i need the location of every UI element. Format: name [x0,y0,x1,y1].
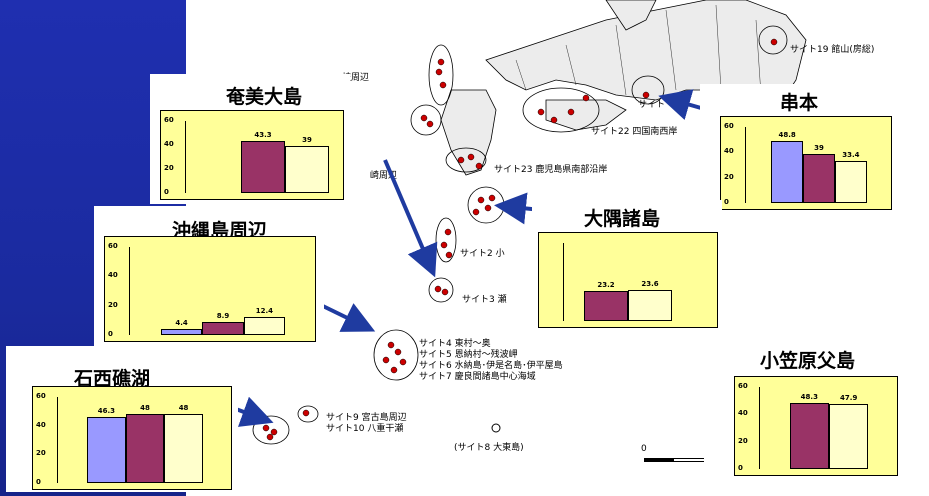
bar [771,141,804,203]
y-axis-line [759,387,760,469]
y-axis-line [745,127,746,203]
ogasawara-title: 小笠原父島 [760,350,856,372]
bar-value-label: 48.8 [778,131,796,140]
y-tick-label: 60 [36,392,46,400]
scale-zero-label: 0 [641,444,647,454]
bar [584,290,628,321]
site6-label: サイト6 水納島･伊是名島･伊平屋島 [419,361,563,371]
y-tick-label: 0 [738,464,743,472]
iki-label: 岐周辺 [342,73,370,83]
y-axis-line [185,121,186,193]
bar-value-label: 8.9 [216,311,230,320]
y-tick-label: 60 [738,382,748,390]
bar-value-label: 47.9 [840,393,858,402]
bar-value-label: 43.3 [254,131,272,140]
bar-value-label: 4.4 [175,318,188,327]
y-tick-label: 20 [738,436,748,445]
kushimoto-panel: 串本 60 40 20 0 48.8 39 33.4 [700,84,896,214]
kushimoto-chart: 60 40 20 0 48.8 39 33.4 [720,116,892,210]
amami-title: 奄美大島 [226,86,303,108]
y-axis-line [57,397,58,483]
bar [803,153,835,203]
site23-label: サイト23 鹿児島県南部沿岸 [494,165,608,175]
bar-value-label: 39 [814,143,824,152]
ogasawara-chart: 60 40 20 0 48.3 47.9 [734,376,898,476]
bar-value-label: 48 [140,404,150,413]
bar-value-label: 48.3 [800,392,818,401]
y-tick-label: 20 [108,300,118,309]
okinawa-chart: 60 40 20 0 4.4 8.9 12.4 [104,236,316,342]
amami-chart: 60 40 20 0 43.3 39 [160,110,344,200]
kushimoto-title: 串本 [780,92,819,114]
site22-label: サイト22 四国南西岸 [591,127,678,137]
y-tick-label: 0 [724,198,729,206]
bar [628,290,672,321]
osumi-panel: 大隅諸島 23.2 23.6 [532,200,722,330]
y-tick-label: 0 [108,330,113,338]
y-tick-label: 40 [738,409,748,418]
bar-value-label: 23.6 [641,280,659,289]
bar [789,402,829,469]
site5-label: サイト5 恩納村～残波岬 [419,350,518,360]
bar-value-label: 46.3 [97,406,116,415]
bar [243,316,286,335]
y-axis-line [563,243,564,321]
site3-label: サイト3 瀬 [462,295,507,305]
ogasawara-panel: 小笠原父島 60 40 20 0 48.3 47.9 [704,340,904,480]
y-tick-label: 60 [724,122,734,130]
bar-value-label: 39 [302,136,312,145]
y-tick-label: 0 [36,478,41,486]
saki-label: 崎周辺 [370,171,398,181]
bar [87,416,126,483]
bar [834,160,867,203]
japan-map [252,0,807,462]
amami-panel: 奄美大島 60 40 20 0 43.3 39 [150,74,350,204]
ishigaki-title: 石西礁湖 [74,368,151,390]
y-tick-label: 20 [164,164,174,172]
y-tick-label: 0 [164,188,169,196]
y-tick-label: 40 [108,271,118,280]
y-tick-label: 40 [724,147,734,156]
okinawa-panel: 沖縄島周辺 60 40 20 0 4.4 8.9 12.4 [94,206,324,346]
bar-value-label: 23.2 [597,280,615,289]
site19-label: サイト19 館山(房総) [790,45,875,55]
osumi-chart: 23.2 23.6 [538,232,718,328]
ishigaki-chart: 60 40 20 0 46.3 48 48 [32,386,232,490]
bar [829,403,869,469]
y-tick-label: 60 [108,242,118,250]
bar [160,328,203,335]
y-tick-label: 20 [36,449,46,458]
site8-label: (サイト8 大東島) [454,443,524,453]
y-tick-label: 60 [164,116,174,124]
y-tick-label: 40 [164,140,174,148]
site2-label: サイト2 小 [460,249,505,259]
bar-value-label: 48 [178,404,189,413]
bar-value-label: 33.4 [842,150,860,159]
site7-label: サイト7 慶良間諸島中心海域 [419,372,536,382]
bar [241,141,285,193]
ishigaki-panel: 石西礁湖 60 40 20 0 46.3 48 48 [6,346,238,492]
site10-label: サイト10 八重干瀬 [326,424,404,434]
y-tick-label: 40 [36,420,46,429]
bar [125,414,165,483]
osumi-title: 大隅諸島 [584,208,661,230]
bar [202,321,244,335]
bar [285,146,329,193]
bar-value-label: 12.4 [255,306,274,315]
y-axis-line [129,247,130,335]
site4-label: サイト4 東村～奥 [419,339,491,349]
bar [164,414,203,483]
y-tick-label: 20 [724,172,734,181]
site9-label: サイト9 宮古島周辺 [326,413,407,423]
kushimoto-site-label: サイト [638,100,666,110]
